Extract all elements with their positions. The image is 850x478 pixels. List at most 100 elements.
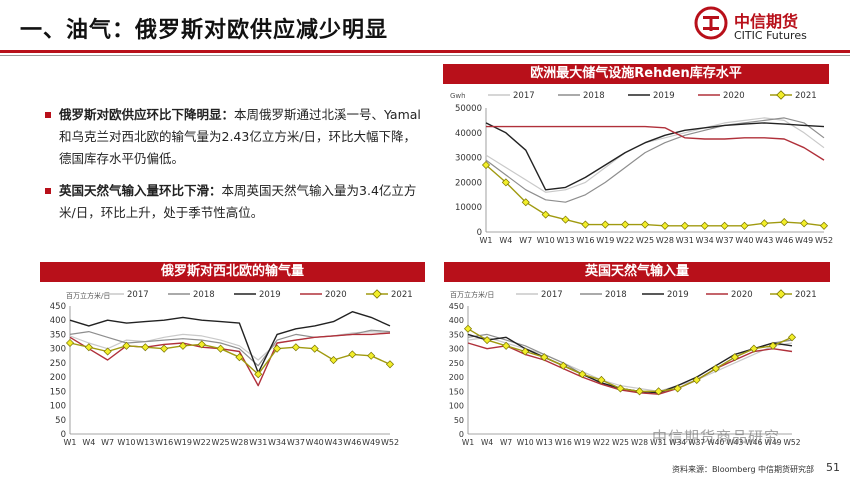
data-point-2021 (673, 384, 682, 393)
header-rule-red (0, 50, 850, 53)
legend-label: 2018 (583, 91, 605, 101)
logo-english-name: CITIC Futures (734, 29, 807, 42)
data-point-2021 (273, 344, 282, 353)
data-point-2021 (601, 220, 610, 229)
x-tick-label: W7 (101, 438, 114, 447)
y-tick-label: 100 (449, 402, 464, 411)
chart-title-bar: 英国天然气输入量 (444, 262, 830, 282)
legend-label: 2021 (795, 91, 817, 101)
chart-title-bar: 俄罗斯对西北欧的输气量 (40, 262, 425, 282)
legend-label: 2020 (731, 290, 753, 300)
data-point-2021 (581, 220, 590, 229)
x-tick-label: W37 (688, 438, 705, 447)
x-tick-label: W40 (707, 438, 724, 447)
y-tick-label: 400 (50, 316, 66, 326)
source-note: 资料来源：Bloomberg 中信期货研究部 (672, 465, 815, 474)
x-tick-label: W22 (193, 438, 211, 447)
x-tick-label: W25 (636, 236, 654, 245)
data-point-2021 (178, 341, 187, 350)
legend-label: 2017 (127, 290, 149, 300)
bullet-body: 本周英国天然气输入量为3.4亿立方米/日，环比上升，处于季节性高位。 (59, 183, 417, 220)
x-tick-label: W7 (500, 438, 512, 447)
x-tick-label: W1 (480, 236, 493, 245)
x-tick-label: W52 (784, 438, 801, 447)
x-tick-label: W46 (775, 236, 793, 245)
bullet-heading: 俄罗斯对欧供应环比下降明显： (59, 107, 235, 122)
legend-label: 2019 (653, 91, 675, 101)
x-tick-label: W31 (249, 438, 267, 447)
y-tick-label: 0 (459, 430, 464, 439)
data-point-2021 (559, 361, 568, 370)
y-tick-label: 50000 (455, 104, 482, 114)
data-point-2021 (641, 220, 650, 229)
data-point-2021 (501, 178, 510, 187)
y-tick-label: 450 (449, 302, 464, 311)
x-tick-label: W46 (745, 438, 762, 447)
x-tick-label: W31 (650, 438, 667, 447)
data-point-2021 (463, 324, 473, 333)
x-tick-label: W1 (64, 438, 77, 447)
y-tick-label: 20000 (455, 178, 482, 188)
citic-logo-icon (694, 6, 728, 40)
series-line-2017 (485, 117, 825, 193)
data-point-2021 (103, 347, 112, 356)
data-point-2021 (616, 384, 625, 393)
x-tick-label: W19 (596, 236, 614, 245)
data-point-2021 (760, 219, 769, 228)
x-tick-label: W19 (574, 438, 591, 447)
x-tick-label: W16 (576, 236, 594, 245)
y-tick-label: 50 (55, 416, 66, 426)
x-tick-label: W10 (517, 438, 534, 447)
x-tick-label: W4 (499, 236, 512, 245)
y-tick-label: 0 (477, 228, 482, 238)
data-point-2021 (235, 353, 244, 362)
citic-logo: 中信期货 CITIC Futures (694, 6, 834, 48)
data-point-2021 (730, 353, 739, 362)
x-tick-label: W49 (362, 438, 380, 447)
data-point-2021 (800, 219, 809, 228)
x-tick-label: W40 (306, 438, 324, 447)
x-tick-label: W52 (381, 438, 399, 447)
x-tick-label: W13 (136, 438, 154, 447)
x-tick-label: W52 (815, 236, 833, 245)
y-tick-label: 10000 (455, 203, 482, 213)
unit-label: 百万立方米/日 (66, 291, 110, 300)
legend-label: 2019 (259, 290, 281, 300)
y-tick-label: 0 (61, 430, 66, 440)
y-tick-label: 200 (50, 373, 66, 383)
x-tick-label: W43 (324, 438, 342, 447)
y-tick-label: 400 (449, 316, 464, 325)
data-point-2021 (692, 375, 701, 384)
data-point-2021 (310, 344, 319, 353)
y-tick-label: 450 (50, 302, 66, 312)
y-tick-label: 200 (449, 373, 464, 382)
data-point-2021 (749, 344, 758, 353)
legend-marker (776, 289, 786, 299)
x-tick-label: W1 (462, 438, 474, 447)
logo-chinese-name: 中信期货 (734, 12, 799, 31)
x-tick-label: W22 (616, 236, 634, 245)
x-tick-label: W37 (716, 236, 734, 245)
data-point-2021 (502, 341, 511, 350)
x-tick-label: W4 (82, 438, 95, 447)
data-point-2021 (367, 351, 376, 360)
data-point-2021 (635, 387, 644, 396)
series-line-2020 (69, 332, 391, 387)
x-tick-label: W16 (155, 438, 173, 447)
series-line-2019 (69, 311, 391, 374)
y-tick-label: 30000 (455, 154, 482, 164)
data-point-2021 (540, 353, 549, 362)
x-tick-label: W10 (537, 236, 555, 245)
x-tick-label: W22 (593, 438, 610, 447)
series-line-2019 (485, 122, 825, 191)
data-point-2021 (348, 350, 357, 359)
chart-title-bar: 欧洲最大储气设施Rehden库存水平 (443, 64, 829, 84)
legend-label: 2018 (605, 290, 627, 300)
x-tick-label: W16 (555, 438, 572, 447)
y-tick-label: 250 (50, 359, 66, 369)
data-point-2021 (483, 336, 492, 345)
unit-label: Gwh (450, 92, 466, 100)
